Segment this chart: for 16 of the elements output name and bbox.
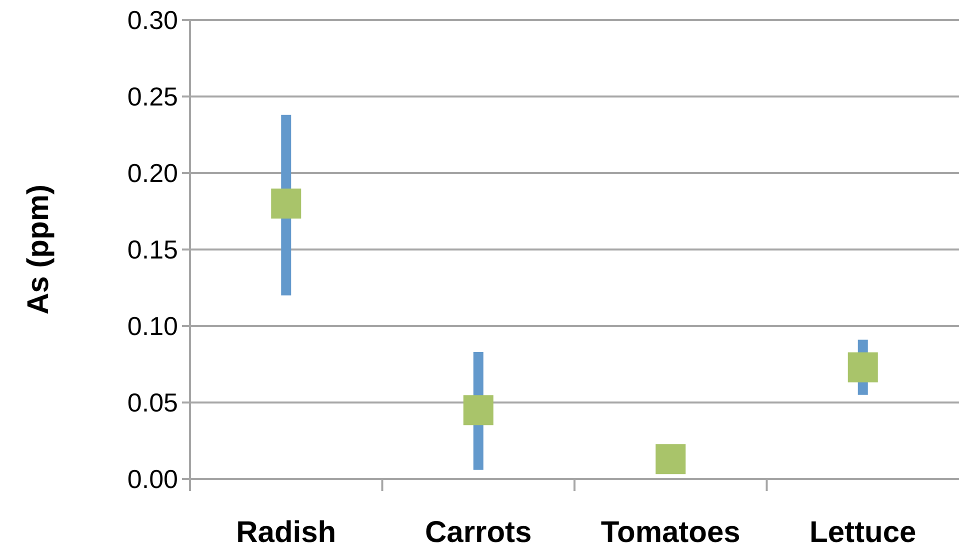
y-tick-label: 0.10 bbox=[127, 311, 178, 342]
y-tick-label: 0.30 bbox=[127, 5, 178, 36]
x-tick-label: Tomatoes bbox=[600, 516, 740, 549]
x-tick-label: Radish bbox=[236, 516, 336, 549]
x-tick-label: Carrots bbox=[425, 516, 532, 549]
y-tick-label: 0.00 bbox=[127, 464, 178, 494]
point bbox=[271, 188, 302, 219]
y-tick-label: 0.25 bbox=[127, 82, 178, 112]
y-tick-label: 0.15 bbox=[127, 234, 178, 265]
y-axis-title: As (ppm) bbox=[22, 184, 55, 314]
y-tick-label: 0.05 bbox=[127, 388, 178, 418]
x-tick-label: Lettuce bbox=[810, 516, 916, 549]
point bbox=[656, 444, 686, 474]
point bbox=[463, 395, 494, 426]
point bbox=[848, 352, 878, 382]
y-tick-label: 0.20 bbox=[127, 158, 178, 188]
